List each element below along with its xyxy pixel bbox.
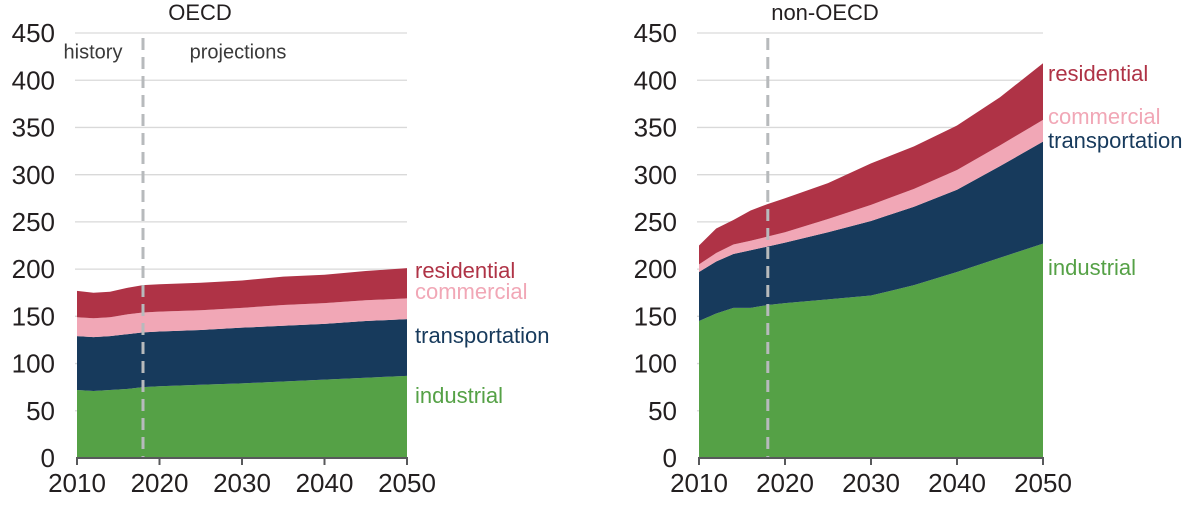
x-tick-label: 2050 — [378, 468, 436, 498]
series-label-transportation: transportation — [415, 323, 550, 348]
y-tick-label: 450 — [12, 18, 55, 48]
y-tick-label: 150 — [634, 301, 677, 331]
chart-oecd: 2010 2020 2030 2040 2050 0 50 100 150 200 250 300 35… — [12, 18, 436, 498]
chart-non-oecd: 2010 2020 2030 2040 2050 0 50 100 150 200 250 300 35… — [634, 18, 1072, 498]
chart-title-oecd: OECD — [168, 0, 232, 25]
area-industrial — [77, 375, 407, 458]
series-label-residential: residential — [415, 258, 516, 283]
area-industrial — [699, 243, 1043, 458]
chart-title-non-oecd: non-OECD — [771, 0, 879, 25]
series-label-industrial: industrial — [1048, 255, 1137, 280]
x-tick-label: 2030 — [842, 468, 900, 498]
y-tick-label: 350 — [634, 113, 677, 143]
x-tick-label: 2030 — [213, 468, 271, 498]
y-tick-label: 250 — [12, 207, 55, 237]
series-label-commercial: commercial — [1048, 104, 1161, 129]
y-tick-label: 0 — [41, 443, 55, 473]
area-commercial — [699, 119, 1043, 272]
y-tick-label: 300 — [12, 160, 55, 190]
x-tick-label: 2010 — [48, 468, 106, 498]
y-tick-label: 100 — [634, 349, 677, 379]
y-tick-label: 350 — [12, 113, 55, 143]
area-transportation — [699, 141, 1043, 322]
projections-label: projections — [189, 41, 287, 64]
x-tick-label: 2020 — [756, 468, 814, 498]
y-tick-label: 100 — [12, 349, 55, 379]
y-tick-label: 50 — [26, 396, 55, 426]
area-residential — [699, 63, 1043, 265]
y-tick-label: 450 — [634, 18, 677, 48]
area-residential — [77, 268, 407, 319]
y-tick-label: 250 — [634, 207, 677, 237]
x-tick-label: 2040 — [296, 468, 354, 498]
y-tick-label: 300 — [634, 160, 677, 190]
series-label-commercial: commercial — [415, 279, 528, 304]
y-tick-label: 0 — [663, 443, 677, 473]
series-label-industrial: industrial — [415, 383, 504, 408]
area-transportation — [77, 319, 407, 391]
history-label: history — [63, 41, 123, 64]
y-tick-label: 50 — [648, 396, 677, 426]
area-commercial — [77, 298, 407, 338]
y-tick-label: 150 — [12, 301, 55, 331]
y-tick-label: 400 — [12, 65, 55, 95]
series-label-transportation: transportation — [1048, 128, 1183, 153]
y-tick-label: 200 — [634, 254, 677, 284]
series-label-residential: residential — [1048, 61, 1149, 86]
x-tick-label: 2010 — [670, 468, 728, 498]
y-tick-label: 400 — [634, 65, 677, 95]
x-tick-label: 2040 — [928, 468, 986, 498]
y-tick-label: 200 — [12, 254, 55, 284]
x-tick-label: 2020 — [131, 468, 189, 498]
x-tick-label: 2050 — [1014, 468, 1072, 498]
